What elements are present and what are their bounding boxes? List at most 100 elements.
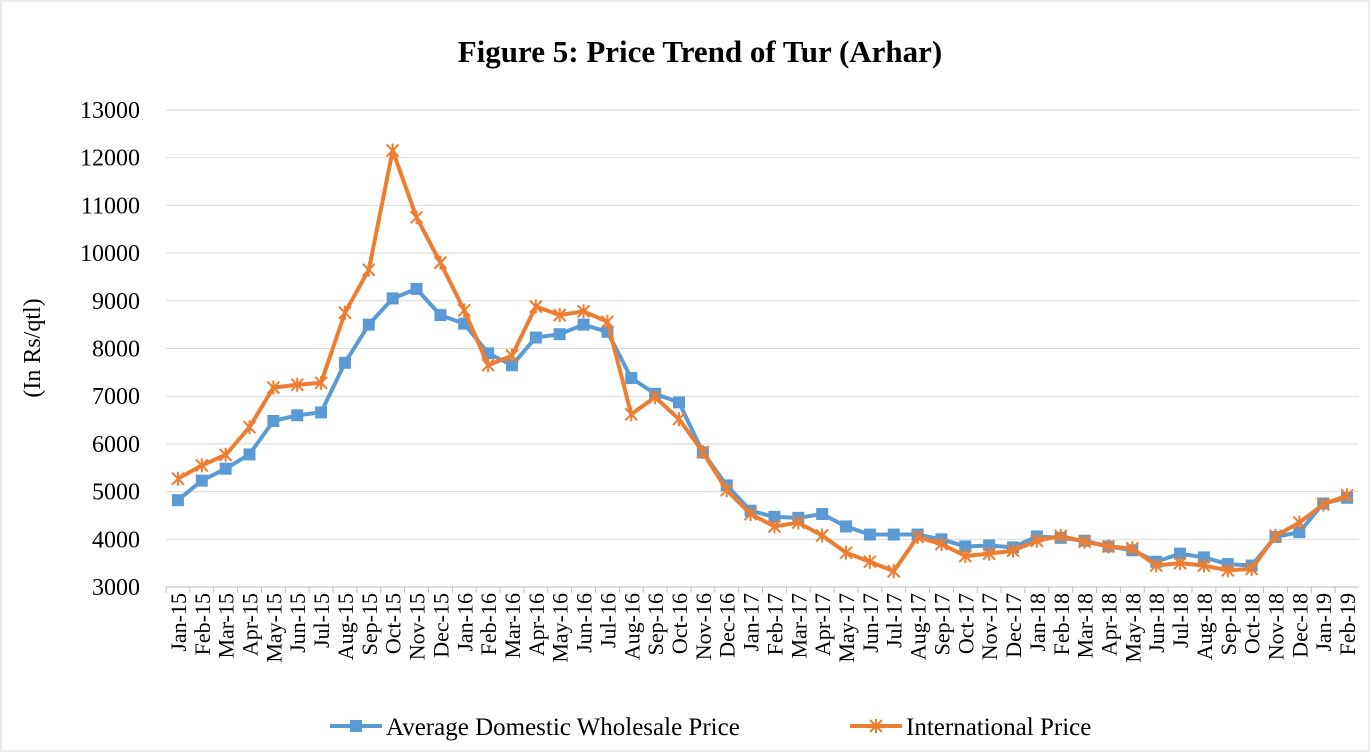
marker <box>315 406 328 419</box>
y-tick-label: 9000 <box>92 289 140 315</box>
marker <box>696 445 710 460</box>
marker <box>958 548 973 563</box>
marker <box>195 458 209 473</box>
marker <box>840 520 853 533</box>
marker <box>195 474 208 487</box>
marker <box>290 377 304 392</box>
x-tick-label: Mar-16 <box>500 593 525 659</box>
marker <box>1221 563 1235 578</box>
x-tick-label: Oct-17 <box>953 593 978 654</box>
marker <box>1125 541 1140 556</box>
x-tick-label: Mar-18 <box>1073 593 1098 659</box>
marker <box>839 545 853 560</box>
marker <box>242 420 257 435</box>
marker <box>887 528 900 541</box>
x-tick-label: Sep-15 <box>357 593 382 655</box>
y-tick-label: 12000 <box>80 146 140 172</box>
marker <box>266 380 281 395</box>
x-tick-label: Jul-18 <box>1168 593 1193 648</box>
marker <box>863 528 876 541</box>
marker <box>887 564 901 579</box>
marker <box>791 515 805 530</box>
marker <box>625 372 638 385</box>
x-tick-label: Sep-17 <box>929 593 954 655</box>
marker <box>1149 558 1163 573</box>
marker <box>1197 551 1210 564</box>
x-tick-label: Jan-15 <box>166 593 191 652</box>
marker <box>767 519 782 534</box>
marker <box>291 409 304 422</box>
x-tick-label: Jan-17 <box>739 593 764 652</box>
marker <box>529 331 542 344</box>
x-tick-label: Feb-15 <box>190 593 215 655</box>
marker <box>1054 528 1068 543</box>
marker <box>743 507 758 522</box>
y-tick-label: 4000 <box>92 527 140 553</box>
marker <box>410 282 423 295</box>
x-tick-label: Oct-15 <box>381 593 406 654</box>
series <box>171 143 1354 579</box>
marker <box>959 540 972 553</box>
marker <box>1101 539 1116 554</box>
x-tick-label: Feb-19 <box>1335 593 1360 655</box>
x-tick-label: Oct-18 <box>1240 593 1265 654</box>
y-tick-label: 13000 <box>80 98 140 124</box>
y-axis-label: (In Rs/qtl) <box>20 298 46 397</box>
marker <box>267 415 280 428</box>
marker <box>672 412 686 427</box>
marker <box>1197 558 1211 573</box>
y-tick-label: 5000 <box>92 480 140 506</box>
marker <box>1173 556 1187 571</box>
marker <box>1268 528 1283 543</box>
x-tick-label: Dec-15 <box>428 593 453 658</box>
marker <box>910 529 925 544</box>
marker <box>553 328 566 341</box>
marker <box>1077 534 1092 549</box>
marker <box>314 375 328 390</box>
x-tick-label: Feb-17 <box>762 593 787 655</box>
x-tick-label: Aug-17 <box>906 593 931 660</box>
marker <box>869 719 883 733</box>
marker <box>1174 547 1187 560</box>
marker <box>219 462 232 475</box>
marker <box>433 255 448 270</box>
x-tick-label: Feb-16 <box>476 593 501 655</box>
marker <box>1244 561 1259 576</box>
marker <box>362 262 376 277</box>
marker <box>457 303 471 318</box>
x-tick-label: Dec-18 <box>1287 593 1312 658</box>
y-tick-label: 11000 <box>81 193 140 219</box>
x-tick-label: Jul-17 <box>882 593 907 648</box>
marker <box>385 143 400 158</box>
x-tick-label: Dec-16 <box>715 593 740 658</box>
marker <box>577 318 590 331</box>
y-tick-label: 8000 <box>92 337 140 363</box>
marker <box>362 318 375 331</box>
marker <box>338 305 352 320</box>
marker <box>552 308 567 323</box>
x-tick-label: Oct-16 <box>667 593 692 654</box>
y-tick-label: 7000 <box>92 384 140 410</box>
marker <box>648 390 662 405</box>
marker <box>1006 543 1020 558</box>
marker <box>768 510 781 523</box>
x-tick-label: Apr-16 <box>524 593 549 656</box>
y-tick-label: 10000 <box>80 241 140 267</box>
x-tick-label: Nov-17 <box>977 593 1002 660</box>
x-tick-label: Sep-18 <box>1216 593 1241 655</box>
marker <box>243 448 256 461</box>
marker <box>434 309 447 322</box>
marker <box>386 292 399 305</box>
x-tick-label: May-15 <box>261 593 286 663</box>
marker <box>934 537 949 552</box>
marker <box>720 483 734 498</box>
x-tick-label: Mar-17 <box>786 593 811 659</box>
marker <box>505 359 518 372</box>
marker <box>1292 515 1307 530</box>
marker <box>481 358 495 373</box>
x-tick-label: Nov-16 <box>691 593 716 660</box>
marker <box>338 356 351 369</box>
legend-label: Average Domestic Wholesale Price <box>386 714 740 741</box>
x-tick-label: May-17 <box>834 593 859 663</box>
